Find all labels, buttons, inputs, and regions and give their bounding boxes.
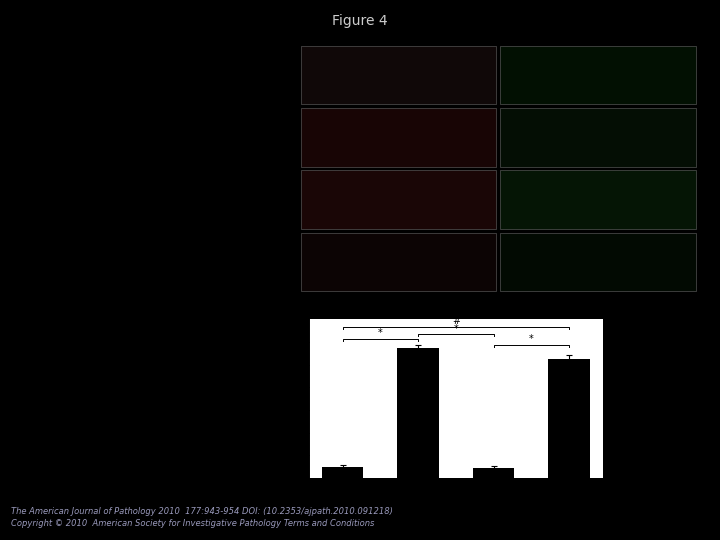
Bar: [549, 359, 590, 478]
Text: *: *: [454, 324, 459, 334]
Bar: [397, 348, 439, 478]
Bar: [301, 233, 497, 292]
Text: Figure 4: Figure 4: [332, 14, 388, 28]
Text: active caspase-3: active caspase-3: [361, 32, 437, 42]
Bar: [301, 108, 497, 167]
Bar: [500, 233, 696, 292]
Text: A: A: [217, 39, 227, 52]
Text: *: *: [529, 334, 534, 344]
Bar: [500, 46, 696, 104]
Bar: [500, 108, 696, 167]
Text: #: #: [452, 316, 460, 326]
Y-axis label: Apoptotic Index: Apoptotic Index: [282, 363, 291, 434]
Text: αTNF: αTNF: [272, 133, 294, 142]
Text: R1-TNF: R1-TNF: [264, 195, 294, 204]
X-axis label: Treatments: Treatments: [431, 494, 481, 503]
Text: Asp175: Asp175: [465, 31, 488, 36]
Bar: [322, 467, 364, 478]
Bar: [500, 171, 696, 229]
Text: *: *: [378, 328, 383, 339]
Text: B: B: [274, 298, 284, 311]
Bar: [301, 171, 497, 229]
Bar: [473, 468, 514, 478]
Bar: [301, 46, 497, 104]
Text: Untreated: Untreated: [251, 71, 294, 79]
Text: TUNEL: TUNEL: [584, 32, 613, 42]
Text: R2-TNF: R2-TNF: [264, 258, 294, 267]
Text: Copyright © 2010  American Society for Investigative Pathology Terms and Conditi: Copyright © 2010 American Society for In…: [11, 519, 374, 529]
Text: The American Journal of Pathology 2010  177:943-954 DOI: (10.2353/ajpath.2010.09: The American Journal of Pathology 2010 1…: [11, 507, 392, 516]
